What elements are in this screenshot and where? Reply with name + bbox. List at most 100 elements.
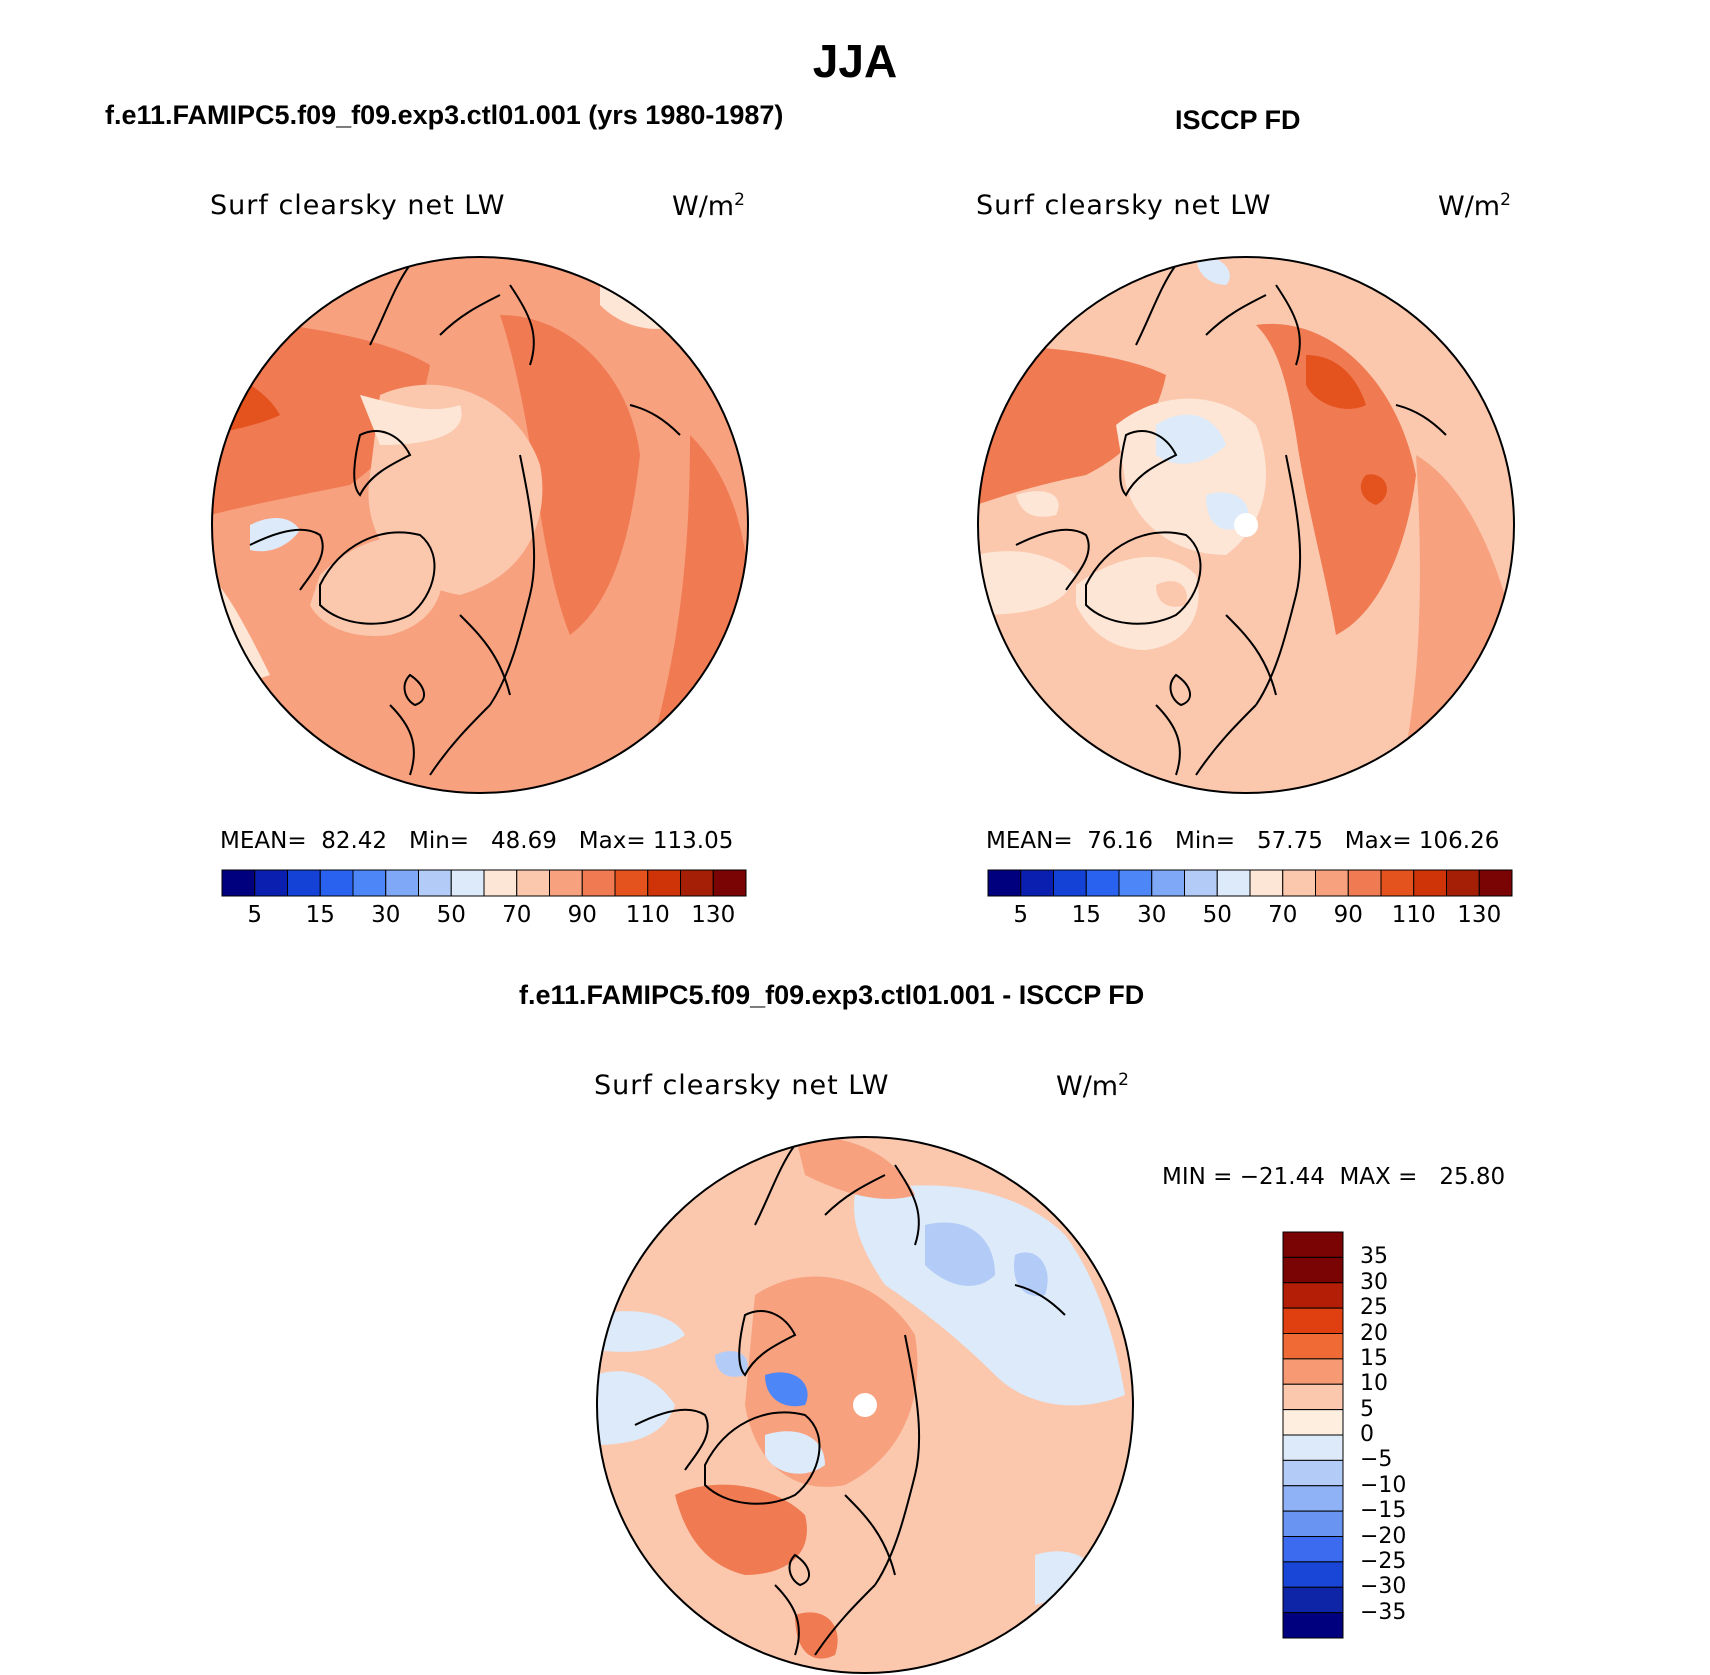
model-colorbar-swatch <box>647 869 681 897</box>
obs-colorbar-swatch <box>1085 869 1120 897</box>
diff-units-label: W/m2 <box>1056 1070 1129 1102</box>
model-colorbar-tick-label: 90 <box>567 902 597 928</box>
obs-colorbar-tick-label: 30 <box>1137 902 1167 928</box>
diff-colorbar-tick-label: −35 <box>1360 1599 1407 1625</box>
diff-colorbar-tick-label: 25 <box>1360 1295 1388 1321</box>
diff-colorbar <box>1282 1231 1344 1639</box>
obs-colorbar-tick-label: 15 <box>1071 902 1101 928</box>
diff-colorbar-swatch <box>1282 1434 1344 1461</box>
diff-colorbar-tick-label: 5 <box>1360 1396 1374 1422</box>
model-colorbar-swatch <box>516 869 550 897</box>
diff-colorbar-swatch <box>1282 1612 1344 1639</box>
obs-colorbar <box>987 869 1513 897</box>
diff-colorbar-swatch <box>1282 1409 1344 1436</box>
obs-colorbar-tick-label: 130 <box>1457 902 1502 928</box>
obs-colorbar-tick-label: 5 <box>1013 902 1029 928</box>
model-colorbar-tick-label: 15 <box>305 902 335 928</box>
diff-colorbar-swatch <box>1282 1586 1344 1614</box>
diff-colorbar-tick-label: −30 <box>1360 1574 1407 1600</box>
model-colorbar-swatch <box>287 869 321 897</box>
model-panel-heading: f.e11.FAMIPC5.f09_f09.exp3.ctl01.001 (yr… <box>105 100 784 130</box>
obs-colorbar-swatch <box>1151 869 1185 897</box>
diff-colorbar-swatch <box>1282 1307 1344 1334</box>
model-colorbar-tick-label: 30 <box>371 902 401 928</box>
model-variable-label: Surf clearsky net LW <box>210 190 506 221</box>
obs-colorbar-swatch <box>1413 869 1447 897</box>
diff-colorbar-ticks: 35 30 25 20 15 10 5 0 −5 −10 −15 −20 −25 −30 −35 <box>1350 1230 1470 1640</box>
model-colorbar-swatch <box>319 869 354 897</box>
diff-colorbar-swatch <box>1282 1459 1344 1487</box>
diff-panel-heading: f.e11.FAMIPC5.f09_f09.exp3.ctl01.001 - I… <box>519 980 1145 1010</box>
obs-colorbar-swatch <box>1118 869 1153 897</box>
obs-colorbar-tick-label: 110 <box>1391 902 1436 928</box>
model-colorbar-swatch <box>581 869 616 897</box>
model-colorbar-tick-label: 50 <box>436 902 466 928</box>
model-colorbar-swatch <box>385 869 419 897</box>
obs-colorbar-swatch <box>1020 869 1054 897</box>
obs-colorbar-swatch <box>1282 869 1316 897</box>
obs-colorbar-swatch <box>1347 869 1382 897</box>
diff-colorbar-tick-label: −10 <box>1360 1472 1407 1498</box>
diff-colorbar-tick-label: 15 <box>1360 1345 1388 1371</box>
model-colorbar-swatch <box>450 869 485 897</box>
diff-colorbar-tick-label: 20 <box>1360 1320 1388 1346</box>
model-colorbar-swatch <box>483 869 518 897</box>
diff-colorbar-swatch <box>1282 1536 1344 1563</box>
model-colorbar-swatch <box>614 869 649 897</box>
obs-polar-map <box>977 256 1515 794</box>
model-colorbar-swatch <box>221 869 256 897</box>
model-colorbar-tick-label: 5 <box>247 902 263 928</box>
diff-colorbar-tick-label: 35 <box>1360 1244 1388 1270</box>
model-stats: MEAN= 82.42 Min= 48.69 Max= 113.05 <box>220 828 734 854</box>
model-colorbar-swatch <box>549 869 583 897</box>
model-colorbar-swatch <box>418 869 452 897</box>
diff-colorbar-tick-label: 30 <box>1360 1269 1388 1295</box>
obs-units-label: W/m2 <box>1438 190 1511 222</box>
diff-polar-map <box>596 1136 1134 1674</box>
model-colorbar-tick-label: 110 <box>625 902 670 928</box>
model-colorbar-swatch <box>712 869 747 897</box>
obs-colorbar-swatch <box>1478 869 1513 897</box>
obs-colorbar-swatch <box>1184 869 1218 897</box>
diff-colorbar-swatch <box>1282 1561 1344 1588</box>
obs-colorbar-tick-label: 50 <box>1202 902 1232 928</box>
model-colorbar-swatch <box>352 869 387 897</box>
obs-colorbar-swatch <box>1216 869 1251 897</box>
diff-colorbar-swatch <box>1282 1510 1344 1537</box>
diff-colorbar-tick-label: 10 <box>1360 1371 1388 1397</box>
obs-colorbar-swatch <box>1380 869 1415 897</box>
obs-colorbar-swatch <box>1446 869 1480 897</box>
obs-panel-heading: ISCCP FD <box>1175 105 1301 135</box>
diff-colorbar-swatch <box>1282 1256 1344 1284</box>
model-colorbar-swatch <box>680 869 714 897</box>
model-colorbar-swatch <box>254 869 288 897</box>
diff-colorbar-tick-label: −25 <box>1360 1548 1407 1574</box>
diff-colorbar-tick-label: −5 <box>1360 1447 1393 1473</box>
obs-variable-label: Surf clearsky net LW <box>976 190 1272 221</box>
obs-colorbar-tick-label: 70 <box>1268 902 1298 928</box>
obs-colorbar-swatch <box>1053 869 1087 897</box>
model-colorbar-ticks: 5 15 30 50 70 90 110 130 <box>220 902 748 932</box>
diff-stats: MIN = −21.44 MAX = 25.80 <box>1162 1164 1506 1190</box>
obs-colorbar-swatch <box>1315 869 1349 897</box>
model-colorbar <box>221 869 747 897</box>
obs-colorbar-tick-label: 90 <box>1333 902 1363 928</box>
model-colorbar-tick-label: 130 <box>691 902 736 928</box>
obs-colorbar-ticks: 5 15 30 50 70 90 110 130 <box>986 902 1514 932</box>
diff-colorbar-swatch <box>1282 1282 1344 1309</box>
obs-colorbar-swatch <box>987 869 1022 897</box>
diff-colorbar-swatch <box>1282 1383 1344 1411</box>
figure-title: JJA <box>812 35 898 87</box>
model-units-label: W/m2 <box>672 190 745 222</box>
diff-colorbar-swatch <box>1282 1231 1344 1258</box>
obs-colorbar-swatch <box>1249 869 1284 897</box>
model-polar-map <box>211 256 749 794</box>
diff-colorbar-swatch <box>1282 1485 1344 1512</box>
diff-colorbar-swatch <box>1282 1358 1344 1385</box>
diff-colorbar-swatch <box>1282 1333 1344 1360</box>
diff-variable-label: Surf clearsky net LW <box>594 1070 890 1101</box>
diff-colorbar-tick-label: 0 <box>1360 1422 1374 1447</box>
diff-colorbar-tick-label: −20 <box>1360 1523 1407 1549</box>
diff-colorbar-tick-label: −15 <box>1360 1498 1407 1524</box>
model-colorbar-tick-label: 70 <box>502 902 532 928</box>
